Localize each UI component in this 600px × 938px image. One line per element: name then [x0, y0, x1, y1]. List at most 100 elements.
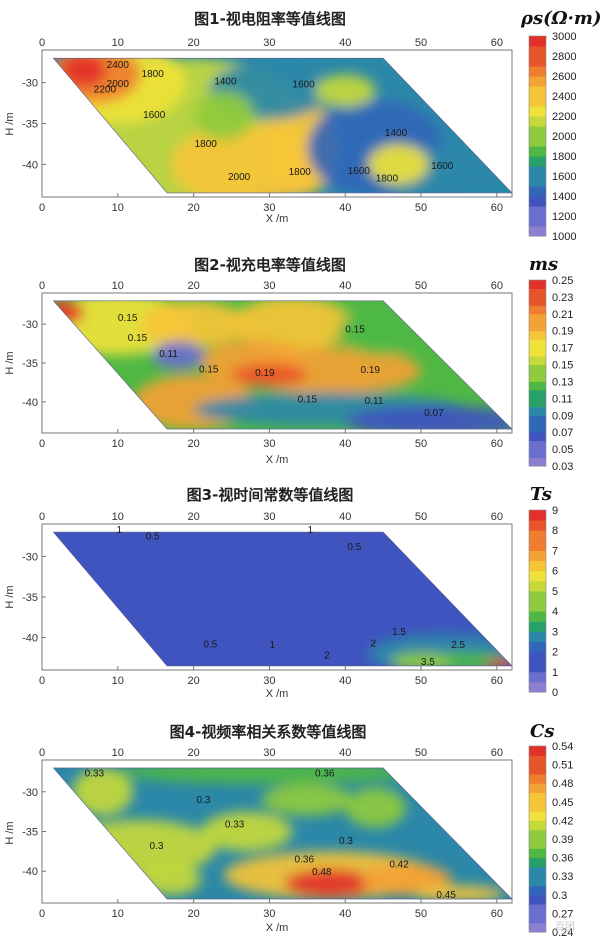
- colorbar-segment: [529, 811, 546, 821]
- x-tick-label-top: 30: [263, 280, 275, 292]
- contour-label: 2200: [94, 84, 117, 95]
- contour-label: 1600: [431, 161, 454, 172]
- contour-label: 0.5: [203, 639, 217, 650]
- contour-label: 2.5: [451, 640, 465, 651]
- colorbar-tick-label: 1000: [552, 231, 576, 243]
- y-tick-label: -40: [22, 397, 38, 409]
- contour-label: 0.45: [436, 890, 456, 901]
- colorbar-segment: [529, 288, 546, 298]
- field-region: [140, 300, 247, 348]
- colorbar-tick-label: 0.33: [552, 871, 573, 883]
- x-tick-label-top: 30: [263, 37, 275, 49]
- colorbar-segment: [529, 166, 546, 177]
- x-tick-label-bottom: 0: [39, 675, 45, 687]
- contour-label: 1600: [292, 80, 315, 91]
- panel-1-x-axis-label: X /m: [266, 213, 289, 225]
- colorbar-tick-label: 2600: [552, 71, 576, 83]
- x-tick-label-top: 10: [112, 511, 124, 523]
- colorbar-segment: [529, 296, 546, 306]
- x-tick-label-bottom: 0: [39, 202, 45, 214]
- colorbar-segment: [529, 631, 546, 642]
- y-tick-label: -35: [22, 358, 38, 370]
- x-tick-label-bottom: 50: [415, 438, 427, 450]
- y-tick-label: -30: [22, 319, 38, 331]
- colorbar-segment: [529, 829, 546, 840]
- x-tick-label-top: 60: [491, 511, 503, 523]
- x-tick-label-bottom: 0: [39, 908, 45, 920]
- colorbar-segment: [529, 116, 546, 127]
- colorbar-tick-label: 0.17: [552, 343, 573, 355]
- y-tick-label: -40: [22, 866, 38, 878]
- contour-label: 0.33: [225, 820, 245, 831]
- colorbar-segment: [529, 330, 546, 340]
- panel-1-colorbar-title: ρs(Ω·m): [520, 8, 600, 29]
- contour-label: 0.15: [128, 333, 148, 344]
- colorbar-tick-label: 8: [552, 525, 558, 537]
- panel-1-apparent-resistivity: 图1-视电阻率等值线图 0 0 10 10 20 20 30 30 40 40 50 50 60 60 -3…: [4, 8, 600, 243]
- colorbar-segment: [529, 389, 546, 399]
- x-tick-label-bottom: 20: [187, 438, 199, 450]
- panel-4-colorbar-title: Cs: [530, 721, 554, 742]
- colorbar-segment: [529, 449, 546, 459]
- colorbar-segment: [529, 560, 546, 572]
- x-tick-label-bottom: 20: [187, 675, 199, 687]
- y-tick-label: -35: [22, 119, 38, 131]
- colorbar-segment: [529, 839, 546, 849]
- field-region: [231, 300, 353, 352]
- x-tick-label-bottom: 20: [187, 202, 199, 214]
- colorbar-segment: [529, 406, 546, 416]
- panel-2-x-axis-label: X /m: [266, 454, 289, 466]
- contour-label: 0.15: [298, 395, 318, 406]
- field-region: [413, 885, 505, 900]
- colorbar-segment: [529, 440, 546, 450]
- colorbar-tick-label: 3000: [552, 31, 576, 43]
- colorbar-segment: [529, 904, 546, 914]
- colorbar-segment: [529, 641, 546, 653]
- colorbar-segment: [529, 611, 546, 622]
- panel-2-contour-labels: 0.15 0.15 0.11 0.15 0.19 0.19 0.15 0.15 0.11 0.07: [118, 313, 444, 419]
- x-tick-label-top: 50: [415, 37, 427, 49]
- colorbar-tick-label: 0.15: [552, 360, 573, 372]
- panel-4-contour-labels: 0.33 0.36 0.3 0.33 0.3 0.3 0.36 0.42 0.48 0.45: [85, 769, 457, 902]
- x-tick-label-bottom: 10: [112, 908, 124, 920]
- panel-3-colorbar-title: Ts: [530, 484, 552, 505]
- colorbar-segment: [529, 661, 546, 673]
- colorbar-segment: [529, 510, 546, 521]
- panel-1-colorbar: 1000 1200 1400 1600 1800 2000 2200 2400 2600 2800…: [528, 31, 576, 243]
- contour-label: 1800: [195, 139, 218, 150]
- colorbar-segment: [529, 530, 546, 541]
- x-tick-label-top: 40: [339, 511, 351, 523]
- contour-label: 1600: [143, 110, 166, 121]
- x-tick-label-top: 0: [39, 747, 45, 759]
- colorbar-segment: [529, 56, 546, 67]
- x-tick-label-bottom: 30: [263, 202, 275, 214]
- colorbar-tick-label: 0.48: [552, 778, 573, 790]
- colorbar-tick-label: 0.11: [552, 393, 573, 405]
- x-tick-label-bottom: 60: [491, 908, 503, 920]
- contour-label: 0.42: [389, 859, 409, 870]
- panel-2-apparent-chargeability: 图2-视充电率等值线图 0 0 10 10 20 20 30 30 40 40 50 50 60 60 -3…: [4, 254, 573, 473]
- colorbar-segment: [529, 755, 546, 766]
- colorbar-segment: [529, 136, 546, 147]
- panel-4-y-axis-label: H /m: [4, 821, 16, 844]
- domain-outline: [52, 767, 513, 900]
- colorbar-tick-label: 0.36: [552, 853, 573, 865]
- colorbar-tick-label: 3: [552, 626, 558, 638]
- x-tick-label-top: 30: [263, 511, 275, 523]
- field-region: [151, 341, 205, 370]
- colorbar-segment: [529, 801, 546, 812]
- x-tick-label-bottom: 50: [415, 908, 427, 920]
- field-region: [231, 363, 308, 387]
- colorbar-segment: [529, 550, 546, 562]
- field-base: [53, 532, 512, 666]
- colorbar-tick-label: 1200: [552, 211, 576, 223]
- panel-3-axis-ticks: 0 0 10 10 20 20 30 30 40 40 50 50 60 60 -30 -35 -40: [22, 511, 503, 687]
- colorbar-segment: [529, 792, 546, 803]
- x-tick-label-bottom: 50: [415, 675, 427, 687]
- colorbar-tick-label: 4: [552, 606, 558, 618]
- colorbar-tick-label: 1600: [552, 171, 576, 183]
- x-tick-label-top: 60: [491, 280, 503, 292]
- x-tick-label-top: 0: [39, 511, 45, 523]
- colorbar-tick-label: 0.3: [552, 890, 567, 902]
